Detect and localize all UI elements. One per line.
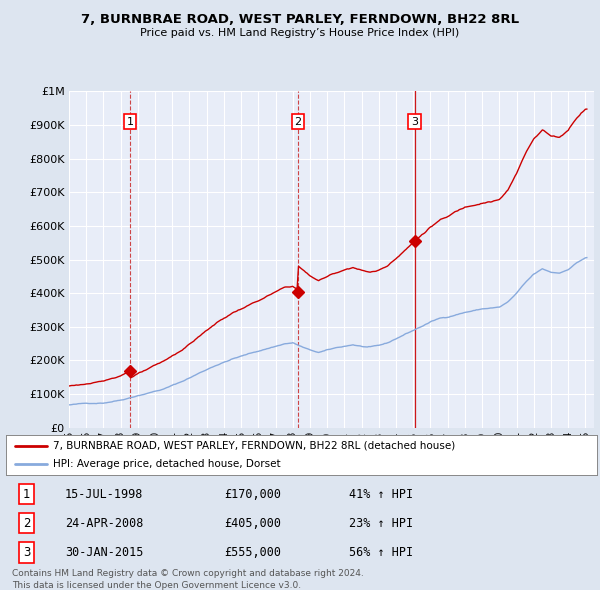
Text: 15-JUL-1998: 15-JUL-1998: [65, 487, 143, 501]
Text: 7, BURNBRAE ROAD, WEST PARLEY, FERNDOWN, BH22 8RL: 7, BURNBRAE ROAD, WEST PARLEY, FERNDOWN,…: [81, 13, 519, 26]
Text: 3: 3: [23, 546, 31, 559]
Text: Price paid vs. HM Land Registry’s House Price Index (HPI): Price paid vs. HM Land Registry’s House …: [140, 28, 460, 38]
Text: Contains HM Land Registry data © Crown copyright and database right 2024.: Contains HM Land Registry data © Crown c…: [12, 569, 364, 578]
Text: 24-APR-2008: 24-APR-2008: [65, 517, 143, 530]
Text: 7, BURNBRAE ROAD, WEST PARLEY, FERNDOWN, BH22 8RL (detached house): 7, BURNBRAE ROAD, WEST PARLEY, FERNDOWN,…: [53, 441, 455, 451]
Text: 56% ↑ HPI: 56% ↑ HPI: [349, 546, 413, 559]
Text: 3: 3: [411, 117, 418, 127]
Text: This data is licensed under the Open Government Licence v3.0.: This data is licensed under the Open Gov…: [12, 581, 301, 590]
Text: £405,000: £405,000: [224, 517, 281, 530]
Text: £555,000: £555,000: [224, 546, 281, 559]
Text: 2: 2: [23, 517, 31, 530]
Text: 1: 1: [23, 487, 31, 501]
Text: HPI: Average price, detached house, Dorset: HPI: Average price, detached house, Dors…: [53, 459, 281, 469]
Text: 23% ↑ HPI: 23% ↑ HPI: [349, 517, 413, 530]
Text: 2: 2: [295, 117, 302, 127]
Text: 41% ↑ HPI: 41% ↑ HPI: [349, 487, 413, 501]
Text: 30-JAN-2015: 30-JAN-2015: [65, 546, 143, 559]
Text: £170,000: £170,000: [224, 487, 281, 501]
Text: 1: 1: [127, 117, 133, 127]
